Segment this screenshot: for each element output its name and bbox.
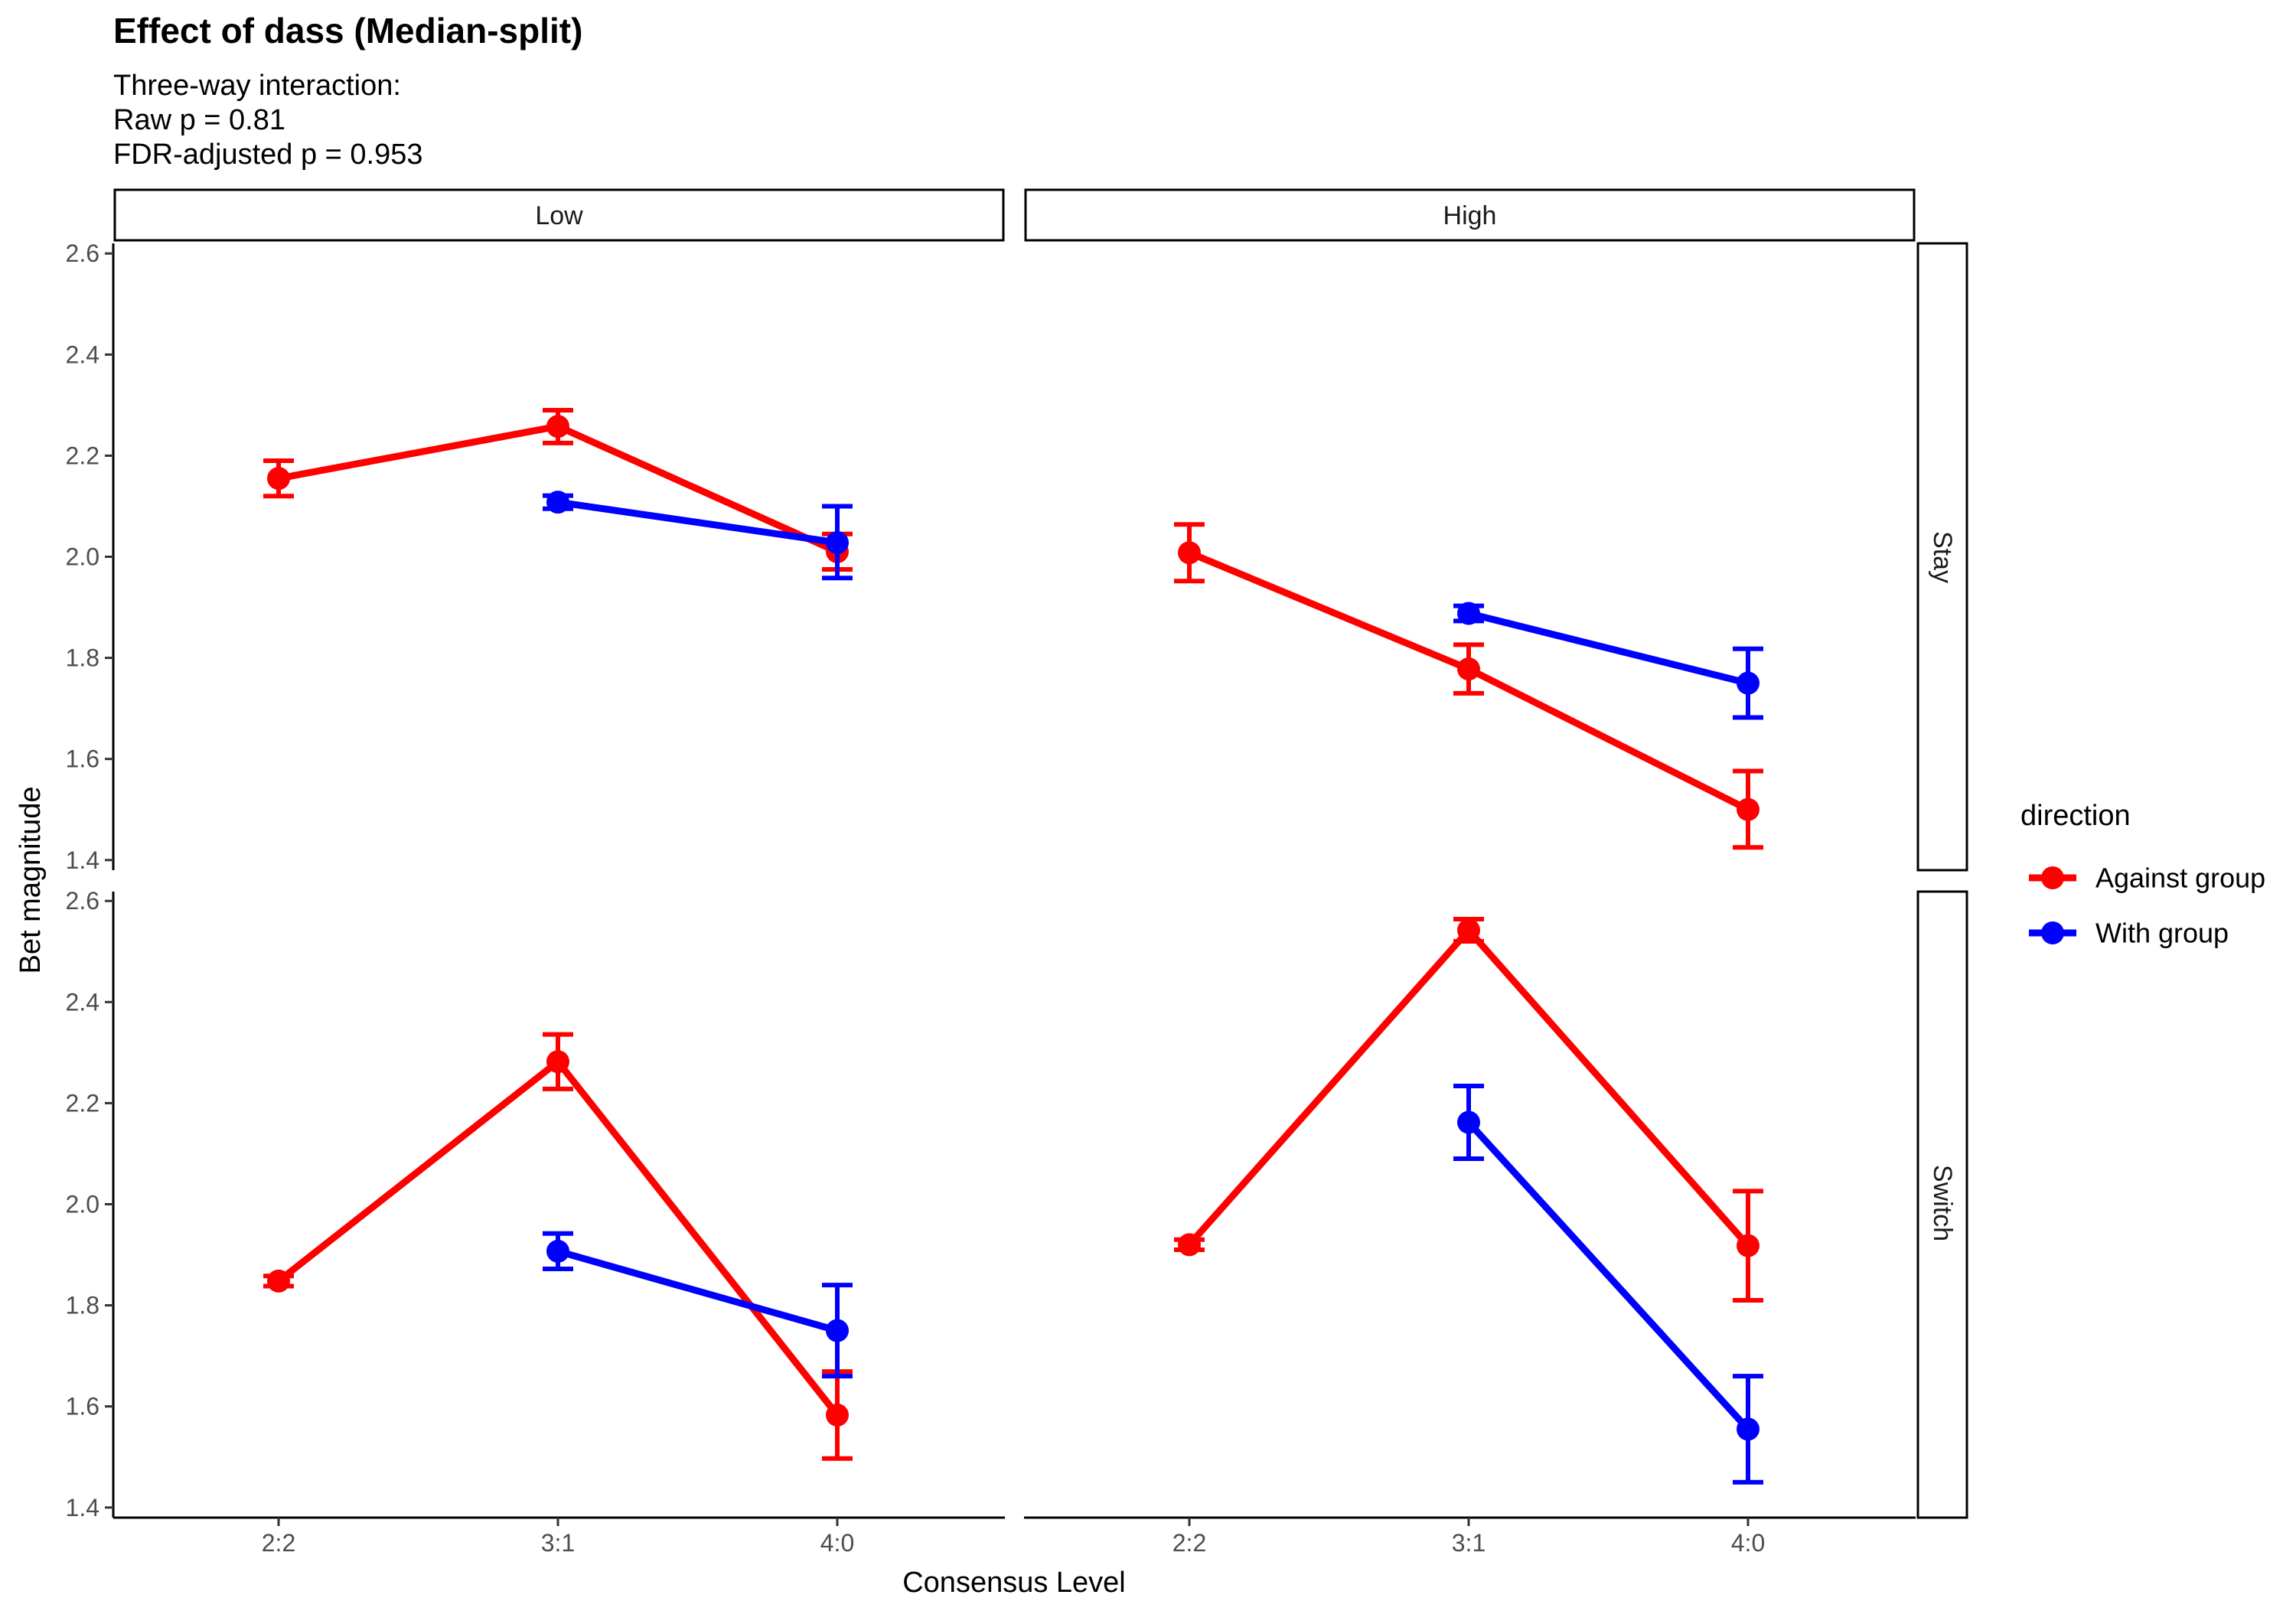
legend-key-point-with-group <box>2041 921 2064 944</box>
data-point-with-group <box>546 1239 569 1263</box>
series-line-with-group <box>1466 1120 1751 1432</box>
facet-strip-high <box>1024 188 1916 242</box>
facet-strip-label: High <box>1443 201 1497 230</box>
data-point-against-group <box>1737 797 1760 821</box>
y-tick-label: 2.6 <box>66 240 99 267</box>
series-line-with-group <box>1467 610 1750 686</box>
x-tick-label: 2:2 <box>1172 1529 1206 1557</box>
facet-row-label: Stay <box>1928 531 1957 583</box>
data-point-against-group <box>267 1269 290 1293</box>
series-line-with-group <box>556 1247 839 1334</box>
x-tick-label: 2:2 <box>262 1529 295 1557</box>
y-tick-label: 1.6 <box>66 745 99 773</box>
x-tick-label: 4:0 <box>1731 1529 1765 1557</box>
data-point-with-group <box>826 531 849 555</box>
y-tick-label: 1.8 <box>66 644 99 672</box>
x-tick-label: 4:0 <box>820 1529 854 1557</box>
y-tick-label: 1.6 <box>66 1393 99 1420</box>
text-layer: Effect of dass (Median-split) Three-way i… <box>15 11 2265 1599</box>
data-point-with-group <box>1737 671 1760 695</box>
data-point-against-group <box>267 467 290 491</box>
y-tick-label: 1.4 <box>66 1494 99 1521</box>
y-tick-label: 2.4 <box>66 341 99 368</box>
data-point-against-group <box>546 415 569 439</box>
x-tick-label: 3:1 <box>1452 1529 1486 1557</box>
data-point-against-group <box>546 1050 569 1074</box>
data-point-with-group <box>1457 1110 1480 1134</box>
data-point-against-group <box>1737 1234 1760 1257</box>
data-point-against-group <box>1457 918 1480 942</box>
data-point-with-group <box>1737 1417 1760 1441</box>
y-axis-title: Bet magnitude <box>15 786 47 973</box>
series-line-with-group <box>557 498 838 546</box>
facet-row-label: Switch <box>1928 1165 1957 1241</box>
data-point-with-group <box>826 1319 849 1342</box>
y-tick-label: 1.8 <box>66 1292 99 1319</box>
data-point-against-group <box>1457 657 1480 681</box>
y-tick-label: 2.0 <box>66 1191 99 1218</box>
chart-subtitle-line: FDR-adjusted p = 0.953 <box>113 139 423 171</box>
legend-label: With group <box>2095 918 2229 949</box>
data-point-with-group <box>546 491 569 514</box>
y-tick-label: 2.0 <box>66 543 99 571</box>
y-tick-label: 1.4 <box>66 846 99 874</box>
facet-strip-label: Low <box>535 201 583 230</box>
chart-subtitle-line: Raw p = 0.81 <box>113 104 285 136</box>
chart-title: Effect of dass (Median-split) <box>113 11 582 51</box>
x-axis-title: Consensus Level <box>902 1567 1126 1599</box>
facet-strip-stay <box>1916 242 1968 872</box>
chart-subtitle-line: Three-way interaction: <box>113 70 401 102</box>
facet-strip-low <box>113 188 1005 242</box>
legend-title: direction <box>2020 800 2131 832</box>
data-point-against-group <box>826 1403 849 1427</box>
y-tick-label: 2.2 <box>66 442 99 469</box>
data-point-against-group <box>1178 1233 1201 1257</box>
y-tick-label: 2.2 <box>66 1089 99 1117</box>
facet-strip-switch <box>1916 890 1968 1519</box>
y-tick-label: 2.4 <box>66 988 99 1016</box>
x-tick-label: 3:1 <box>541 1529 575 1557</box>
data-point-against-group <box>1178 541 1201 565</box>
legend-label: Against group <box>2095 863 2265 894</box>
data-point-with-group <box>1457 602 1480 625</box>
legend-key-point-against-group <box>2041 866 2064 889</box>
panel-layer <box>105 188 1968 1526</box>
y-tick-label: 2.6 <box>66 887 99 915</box>
mark-layer <box>263 407 2076 1485</box>
